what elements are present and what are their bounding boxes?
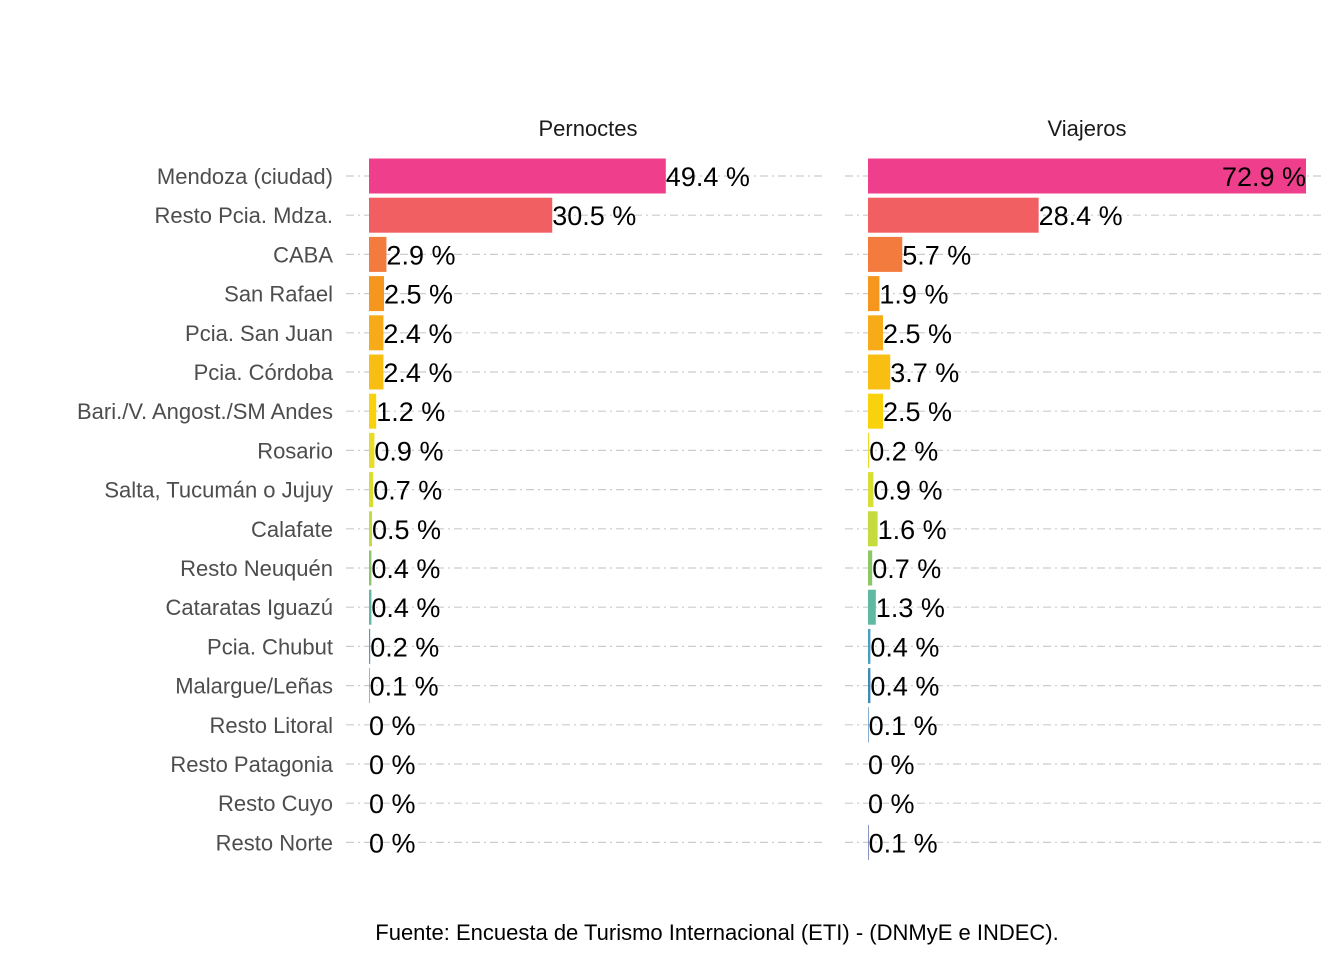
bar [369, 236, 387, 272]
category-label: Cataratas Iguazú [165, 595, 333, 620]
bar [369, 432, 375, 468]
data-label: 0.2 % [869, 436, 938, 466]
facet-title: Viajeros [1047, 116, 1126, 141]
data-label: 1.2 % [376, 397, 445, 427]
bar [369, 511, 373, 547]
category-label: Resto Cuyo [218, 791, 333, 816]
category-label: Pcia. San Juan [185, 321, 333, 346]
facet-title: Pernoctes [538, 116, 637, 141]
data-label: 1.3 % [876, 593, 945, 623]
data-label: 2.9 % [386, 240, 455, 270]
bar [369, 668, 370, 704]
chart-caption: Fuente: Encuesta de Turismo Internaciona… [375, 920, 1058, 945]
bar [868, 236, 903, 272]
category-label: Resto Patagonia [170, 752, 333, 777]
category-label: San Rafael [224, 282, 333, 307]
data-label: 2.5 % [883, 319, 952, 349]
data-label: 5.7 % [902, 240, 971, 270]
data-label: 30.5 % [552, 201, 636, 231]
bar [369, 276, 385, 312]
data-label: 0 % [369, 789, 416, 819]
bar [868, 511, 878, 547]
category-label: Rosario [257, 438, 333, 463]
data-label: 0 % [868, 789, 915, 819]
data-label: 0.9 % [873, 476, 942, 506]
bar [868, 432, 870, 468]
category-label: Salta, Tucumán o Jujuy [104, 478, 333, 503]
data-label: 0 % [369, 711, 416, 741]
data-label: 2.5 % [384, 280, 453, 310]
bar [369, 158, 666, 194]
category-label: Bari./V. Angost./SM Andes [77, 399, 333, 424]
data-label: 0.1 % [869, 711, 938, 741]
bar [868, 393, 884, 429]
category-label: Pcia. Chubut [207, 634, 333, 659]
data-label: 72.9 % [1222, 162, 1306, 192]
bar [369, 393, 377, 429]
bar [868, 707, 869, 743]
facet-titles: Pernoctes Viajeros [538, 116, 1126, 141]
bar [369, 354, 384, 390]
data-label: 0.9 % [374, 436, 443, 466]
category-label: Resto Pcia. Mdza. [154, 203, 333, 228]
data-label: 0.1 % [370, 672, 439, 702]
bars [369, 158, 1306, 860]
category-label: Mendoza (ciudad) [157, 164, 333, 189]
data-label: 0 % [868, 750, 915, 780]
category-label: Calafate [251, 517, 333, 542]
data-label: 2.5 % [883, 397, 952, 427]
bar [369, 628, 371, 664]
bar [868, 589, 876, 625]
bar [369, 197, 553, 233]
bar [369, 550, 372, 586]
data-label: 1.6 % [878, 515, 947, 545]
value-labels: 49.4 % 30.5 % 2.9 % 2.5 % 2.4 % 2.4 % 1.2 % 0.9… [369, 162, 1306, 858]
data-label: 2.4 % [383, 319, 452, 349]
category-label: Resto Neuquén [180, 556, 333, 581]
data-label: 0 % [369, 750, 416, 780]
bar [369, 589, 372, 625]
bar [868, 550, 873, 586]
data-label: 0.5 % [372, 515, 441, 545]
category-label: Resto Litoral [209, 713, 333, 738]
category-label: Malargue/Leñas [175, 674, 333, 699]
data-label: 0.7 % [373, 476, 442, 506]
data-label: 0.2 % [370, 632, 439, 662]
data-label: 0.7 % [872, 554, 941, 584]
data-label: 0.1 % [869, 828, 938, 858]
bar [868, 668, 871, 704]
bar [868, 158, 1306, 194]
category-axis: Mendoza (ciudad) Resto Pcia. Mdza. CABA San… [77, 164, 334, 855]
category-label: CABA [273, 242, 333, 267]
data-label: 0 % [369, 828, 416, 858]
bar [868, 354, 891, 390]
bar [868, 824, 869, 860]
data-label: 1.9 % [879, 280, 948, 310]
data-label: 3.7 % [890, 358, 959, 388]
bar [868, 276, 880, 312]
bar [868, 315, 884, 351]
bar [868, 628, 871, 664]
bar [868, 197, 1039, 233]
gridlines [346, 175, 1324, 844]
data-label: 0.4 % [870, 632, 939, 662]
bar [868, 472, 874, 508]
bar [369, 315, 384, 351]
data-label: 0.4 % [371, 593, 440, 623]
data-label: 0.4 % [870, 672, 939, 702]
data-label: 0.4 % [371, 554, 440, 584]
category-label: Pcia. Córdoba [194, 360, 334, 385]
data-label: 2.4 % [383, 358, 452, 388]
category-label: Resto Norte [216, 830, 333, 855]
data-label: 28.4 % [1039, 201, 1123, 231]
bar [369, 472, 374, 508]
data-label: 49.4 % [666, 162, 750, 192]
